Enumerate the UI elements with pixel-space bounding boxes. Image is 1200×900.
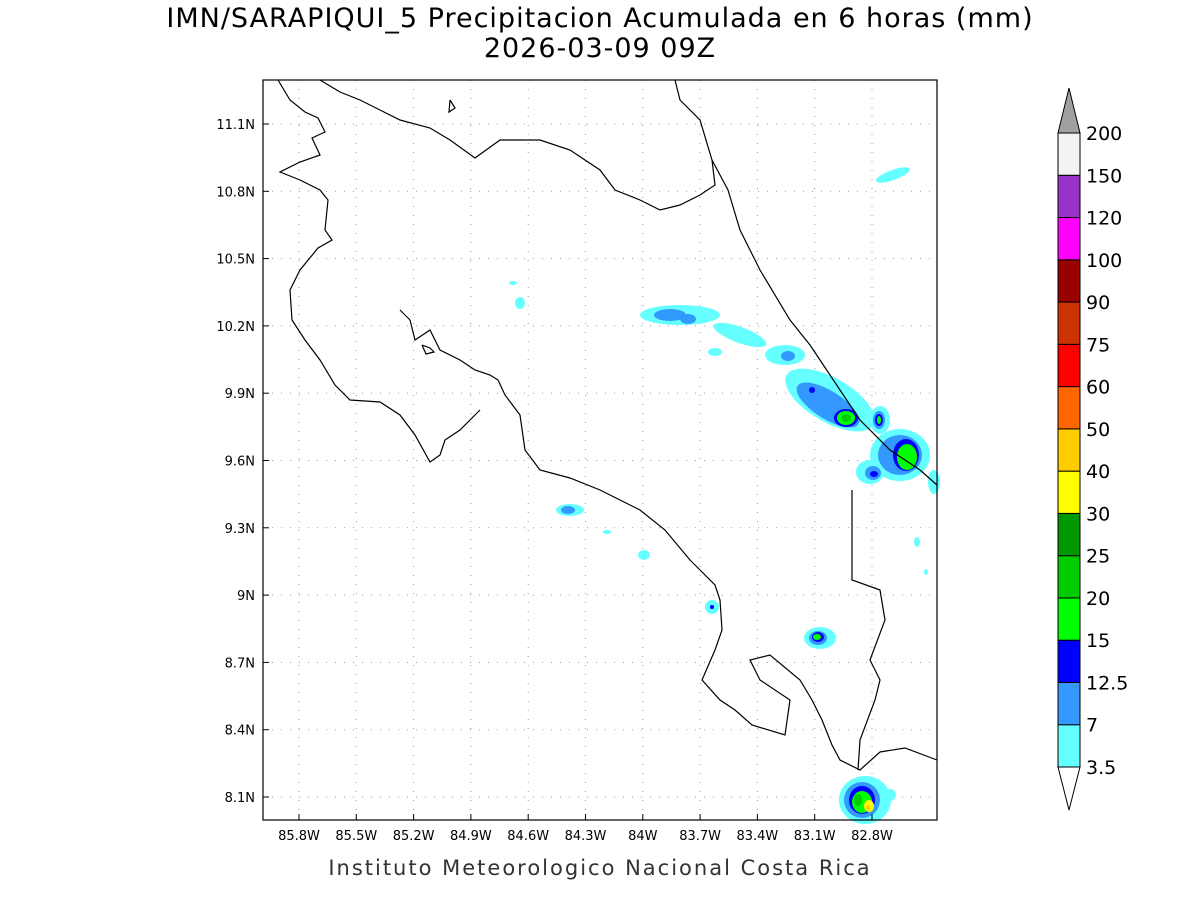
colorbar-label: 20 [1086, 588, 1110, 610]
lon-tick-label: 83.7W [679, 829, 721, 844]
colorbar-swatch [1057, 132, 1081, 176]
lat-tick-label: 8.4N [225, 724, 255, 739]
colorbar-swatch [1057, 386, 1081, 430]
colorbar-label: 12.5 [1086, 672, 1128, 694]
lon-tick-label: 82.8W [851, 829, 893, 844]
colorbar-label: 7 [1086, 715, 1098, 737]
lon-tick-label: 85.2W [393, 829, 435, 844]
map-frame [262, 79, 938, 821]
colorbar: 3.5 7 12.5 15 20 25 30 40 50 60 75 90 100 120 150 200 [1057, 87, 1128, 811]
coastlines [277, 79, 938, 771]
lat-tick-label: 9.3N [225, 522, 255, 537]
lat-tick-label: 9.9N [225, 387, 255, 402]
lat-tick-label: 9N [237, 589, 255, 604]
footer-credit: Instituto Meteorologico Nacional Costa R… [328, 856, 872, 880]
lon-tick-label: 85.8W [278, 829, 320, 844]
lat-tick-label: 9.6N [225, 455, 255, 470]
lat-tick-label: 8.7N [225, 656, 255, 671]
map-valid-time: 2026-03-09 09Z [483, 33, 717, 64]
lat-tick-label: 10.8N [216, 185, 255, 200]
lat-tick-label: 10.5N [216, 253, 255, 268]
colorbar-label: 3.5 [1086, 757, 1116, 779]
lon-tick-label: 84.6W [507, 829, 549, 844]
colorbar-swatch [1057, 512, 1081, 557]
colorbar-label: 75 [1086, 334, 1110, 356]
colorbar-swatch [1057, 343, 1081, 388]
colorbar-label: 25 [1086, 546, 1110, 568]
colorbar-swatch [1057, 301, 1081, 345]
latitude-axis: 11.1N 10.8N 10.5N 10.2N 9.9N 9.6N 9.3N 9N 8.7N 8.… [216, 118, 269, 806]
colorbar-label: 150 [1086, 165, 1122, 187]
colorbar-swatch [1057, 470, 1081, 514]
colorbar-swatch [1057, 259, 1081, 303]
colorbar-label: 40 [1086, 461, 1110, 483]
longitude-axis: 85.8W 85.5W 85.2W 84.9W 84.6W 84.3W 84W 83.7W 83… [278, 814, 893, 844]
colorbar-swatch [1057, 597, 1081, 641]
colorbar-swatch [1057, 681, 1081, 726]
colorbar-label: 200 [1086, 123, 1122, 145]
colorbar-over-arrow [1057, 87, 1081, 134]
colorbar-label: 90 [1086, 292, 1110, 314]
colorbar-swatch [1057, 639, 1081, 683]
colorbar-label: 120 [1086, 208, 1122, 230]
colorbar-swatch [1057, 174, 1081, 219]
colorbar-swatch [1057, 428, 1081, 472]
colorbar-label: 15 [1086, 630, 1110, 652]
lon-tick-label: 84W [628, 829, 658, 844]
colorbar-label: 60 [1086, 377, 1110, 399]
lat-tick-label: 10.2N [216, 320, 255, 335]
colorbar-swatch [1057, 724, 1081, 768]
colorbar-swatch [1057, 217, 1081, 261]
colorbar-label: 50 [1086, 419, 1110, 441]
precipitation-field [509, 167, 940, 824]
lon-tick-label: 84.9W [450, 829, 492, 844]
lon-tick-label: 84.3W [565, 829, 607, 844]
lat-tick-label: 8.1N [225, 791, 255, 806]
gridlines [263, 80, 937, 820]
lon-tick-label: 83.4W [736, 829, 778, 844]
lon-tick-label: 83.1W [794, 829, 836, 844]
colorbar-label: 100 [1086, 250, 1122, 272]
map-title: IMN/SARAPIQUI_5 Precipitacion Acumulada … [166, 3, 1034, 34]
lat-tick-label: 11.1N [216, 118, 255, 133]
colorbar-label: 30 [1086, 503, 1110, 525]
colorbar-swatch [1057, 555, 1081, 599]
colorbar-under-arrow [1057, 766, 1081, 811]
lon-tick-label: 85.5W [335, 829, 377, 844]
